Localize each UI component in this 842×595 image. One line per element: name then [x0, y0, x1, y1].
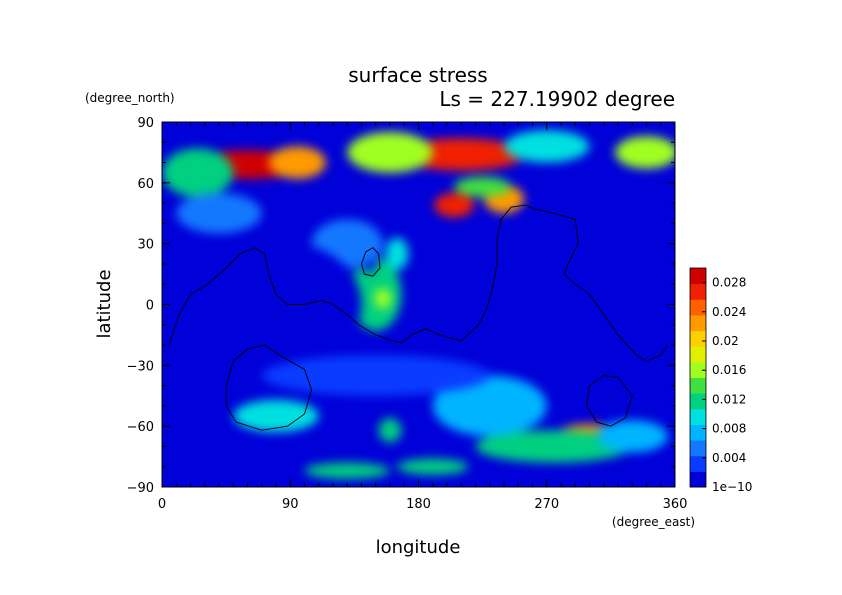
heatmap-cell-21 — [233, 399, 319, 433]
y-tick-label: −90 — [127, 481, 154, 496]
y-tick-label: 60 — [137, 177, 154, 192]
y-tick-label: −60 — [127, 420, 154, 435]
x-tick-label: 0 — [158, 497, 166, 512]
x-tick-label: 90 — [282, 497, 299, 512]
colorbar-label: 0.024 — [712, 305, 746, 319]
colorbar-segment-7 — [690, 361, 706, 378]
colorbar-label: 0.004 — [712, 451, 746, 465]
colorbar: 1e−10 0.004 0.008 0.012 0.016 0.02 0.024 0.028 — [689, 267, 752, 494]
x-tick-label: 360 — [663, 497, 688, 512]
colorbar-label: 0.016 — [712, 363, 746, 377]
heatmap-cell-25 — [596, 420, 668, 453]
x-tick-label: 180 — [406, 497, 431, 512]
heatmap-cell-9 — [454, 176, 512, 198]
heatmap-cell-2 — [268, 146, 326, 179]
colorbar-segment-12 — [690, 283, 706, 300]
colorbar-segment-8 — [690, 346, 706, 363]
colorbar-frame — [689, 267, 707, 488]
heatmap-cell-13 — [385, 237, 409, 271]
heatmap-cell-20 — [378, 418, 402, 443]
colorbar-segment-4 — [690, 408, 706, 425]
heatmap-cell-19 — [475, 430, 633, 463]
colorbar-segment-13 — [690, 268, 706, 285]
chart-subtitle: Ls = 227.19902 degree — [439, 87, 675, 111]
x-axis-label: longitude — [376, 537, 461, 558]
heatmap-cell-1 — [162, 148, 234, 198]
heatmap-cell-5 — [504, 130, 590, 163]
y-tick-label: 0 — [146, 299, 154, 314]
x-units-label: (degree_east) — [612, 515, 695, 529]
colorbar-segment-10 — [690, 314, 706, 332]
colorbar-segment-6 — [690, 377, 706, 394]
y-axis-label: latitude — [94, 269, 115, 338]
colorbar-segment-3 — [690, 424, 706, 441]
heatmap-cell-6 — [615, 136, 675, 169]
heatmap-cell-27 — [176, 192, 262, 234]
heatmap-cell-22 — [432, 375, 547, 437]
colorbar-segment-1 — [690, 455, 706, 472]
colorbar-label: 0.02 — [712, 334, 739, 348]
contour-line-1 — [225, 344, 313, 431]
chart-title: surface stress — [348, 63, 487, 87]
x-tick-label: 270 — [534, 497, 559, 512]
heatmap-cell-11 — [374, 288, 392, 309]
contour-line-3 — [361, 247, 381, 277]
contour-line-2 — [586, 375, 633, 427]
colorbar-label: 0.028 — [712, 276, 746, 290]
plot-area: 0 90 180 270 360 90 60 30 0 −30 −60 −90 — [127, 116, 688, 512]
colorbar-segment-9 — [690, 330, 706, 347]
y-tick-label: 90 — [137, 116, 154, 131]
heatmap-cell-26 — [261, 355, 490, 396]
heatmap-cell-7 — [434, 192, 475, 218]
colorbar-segment-0 — [690, 471, 706, 488]
heatmap-cell-23 — [304, 462, 390, 479]
y-tick-label: 30 — [137, 238, 154, 253]
colorbar-segment-11 — [690, 299, 706, 316]
colorbar-label: 0.012 — [712, 392, 746, 406]
colorbar-label: 1e−10 — [712, 480, 752, 494]
colorbar-segment-2 — [690, 440, 706, 457]
y-units-label: (degree_north) — [85, 91, 175, 105]
heatmap-cell-24 — [397, 458, 469, 475]
y-tick-label: −30 — [127, 359, 154, 374]
heatmap-cell-4 — [347, 132, 433, 173]
colorbar-label: 0.008 — [712, 422, 746, 436]
colorbar-segment-5 — [690, 393, 706, 410]
contour-line-0 — [168, 204, 669, 362]
